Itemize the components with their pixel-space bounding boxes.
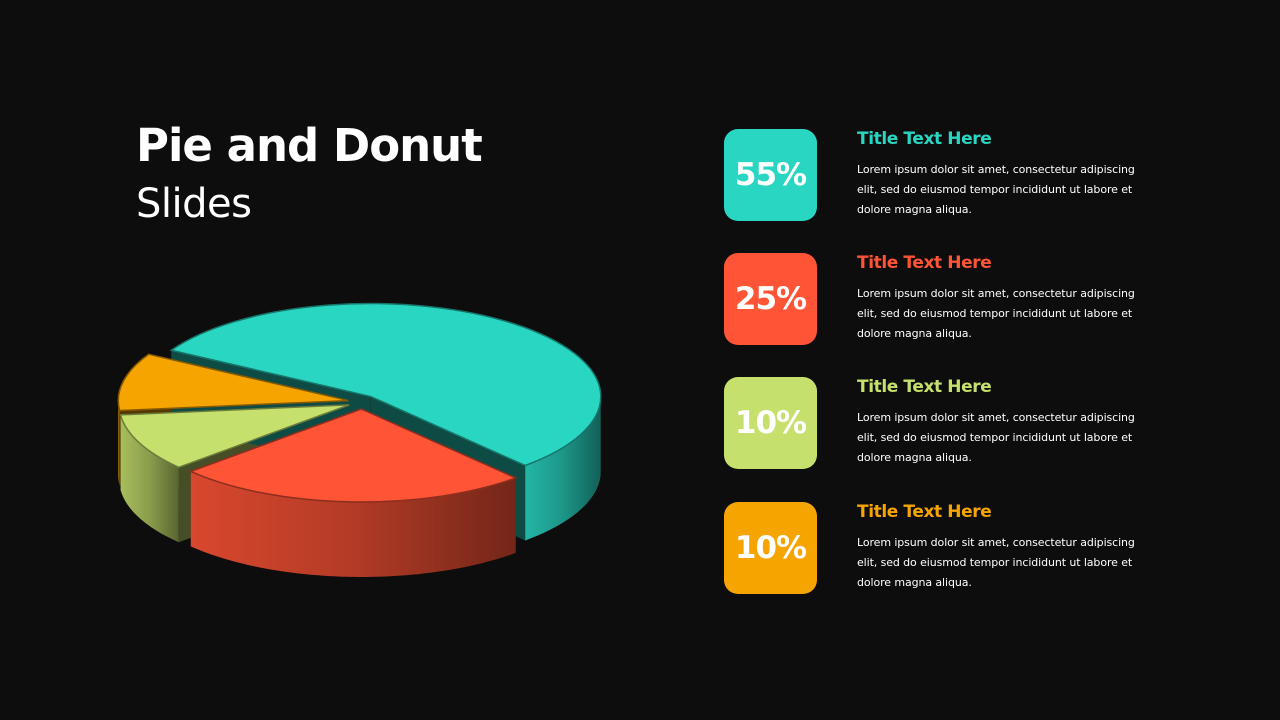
legend-item-3: 10% Title Text Here Lorem ipsum dolor si… (724, 502, 1184, 595)
item-description: Lorem ipsum dolor sit amet, consectetur … (857, 411, 1135, 464)
title-block: Pie and Donut Slides (136, 118, 483, 234)
item-title: Title Text Here (857, 253, 992, 273)
pie-slice-side (118, 400, 120, 486)
pie-top-faces (117, 302, 602, 503)
slide-title: Pie and Donut (136, 119, 483, 172)
pie-slice-2 (119, 404, 350, 469)
percent-badge: 10% (724, 377, 817, 469)
item-description: Lorem ipsum dolor sit amet, consectetur … (857, 287, 1135, 340)
item-description: Lorem ipsum dolor sit amet, consectetur … (857, 536, 1135, 589)
pie-slice-1 (188, 408, 518, 503)
item-title: Title Text Here (857, 129, 992, 149)
item-description: Lorem ipsum dolor sit amet, consectetur … (857, 163, 1135, 216)
item-title: Title Text Here (857, 377, 992, 397)
pie-chart (117, 302, 602, 577)
percent-badge: 25% (724, 253, 817, 345)
pie-slice-3 (117, 353, 349, 412)
legend-item-1: 25% Title Text Here Lorem ipsum dolor si… (724, 253, 1184, 346)
percent-badge: 10% (724, 502, 817, 594)
legend-item-2: 10% Title Text Here Lorem ipsum dolor si… (724, 377, 1184, 470)
slide-subtitle: Slides (136, 181, 252, 227)
item-title: Title Text Here (857, 502, 992, 522)
percent-badge: 55% (724, 129, 817, 221)
pie-slice-side (120, 414, 179, 543)
legend-item-0: 55% Title Text Here Lorem ipsum dolor si… (724, 129, 1184, 222)
pie-slice-0 (169, 302, 602, 467)
